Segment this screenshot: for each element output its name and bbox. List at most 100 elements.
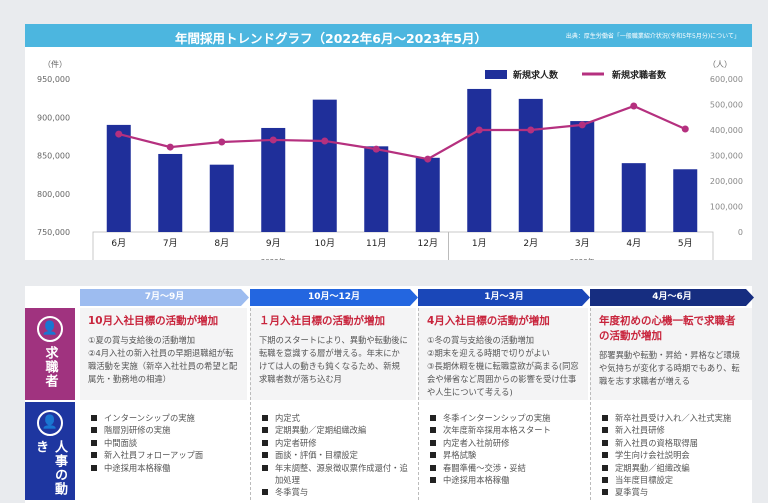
bar-3	[261, 127, 286, 232]
phase-arrow: 10月〜12月	[250, 289, 418, 306]
x-tick-label: 9月	[266, 238, 281, 249]
left-tick: 950,000	[37, 75, 70, 84]
phase-arrow: 7月〜9月	[80, 289, 249, 306]
chart-source: 出典：厚生労働省「一般職業紹介状況(令和5年5月分)について」	[565, 33, 740, 40]
bar-2	[209, 164, 234, 232]
bar-0	[106, 124, 131, 232]
seeker-cell: 4月入社目標の活動が増加 ①冬の賞与支給後の活動増加 ②期末を迎える時期で切りがよ…	[418, 308, 588, 400]
seeker-body: ①冬の賞与支給後の活動増加 ②期末を迎える時期で切りがよい ③長期休暇を機に転職…	[427, 335, 579, 397]
seeker-cell: １月入社目標の活動が増加下期のスタートにより、異動や転動後に転職を意識する層が増…	[250, 308, 416, 400]
trend-chart: （件） （人） 950,000 900,000 850,000 800,000 750,00…	[37, 59, 743, 260]
bar-6	[415, 157, 440, 232]
legend-bar-label: 新規求人数	[513, 69, 559, 81]
hr-list-item: 中途採用本格稼働	[88, 462, 239, 474]
seeker-cell: 10月入社目標の活動が増加 ①夏の賞与支給後の活動増加 ②4月入社の新入社員の早期…	[80, 308, 247, 400]
hr-list-item: 新卒社員受け入れ／入社式実施	[599, 412, 744, 424]
left-tick: 800,000	[37, 190, 70, 199]
x-axis-box	[92, 231, 714, 260]
x-tick-label: 4月	[626, 238, 641, 249]
right-tick: 500,000	[710, 101, 743, 110]
x-tick-label: 6月	[111, 238, 126, 249]
bar-8	[518, 98, 543, 232]
hr-cell: 新卒社員受け入れ／入社式実施 新入社員研修 新入社員の資格取得届 学生向け会社説明会定…	[590, 402, 752, 500]
right-tick: 300,000	[710, 152, 743, 161]
row-label-seekers: 👤 求職者	[25, 308, 75, 400]
line-point-5	[372, 145, 380, 153]
bar-9	[570, 121, 595, 232]
left-axis-unit: （件）	[43, 59, 67, 69]
hr-list-item: 内定者入社前研修	[427, 437, 580, 449]
row-label-text: 人事の動き	[33, 440, 67, 496]
hr-list: 内定式 定期異動／定期組織改編 内定者研修 面談・評価・目標設定 年末調整、源泉徴収票作…	[259, 412, 408, 499]
right-axis-unit: （人）	[708, 60, 732, 69]
schedule-table: 7月〜9月 10月〜12月 1月〜3月 4月〜6月 👤 求職者 👤 人事の動き 10月入社目標の…	[25, 286, 752, 503]
line-point-2	[218, 138, 226, 146]
hr-list-item: 新入社員フォローアップ面	[88, 449, 239, 461]
seeker-cell: 年度初めの心機一転で求職者の活動が増加 部署異動や転勤・昇給・昇格など環境や気持ち…	[590, 308, 752, 400]
hr-list: 冬季インターンシップの実施 次年度新卒採用本格スタート 内定者入社前研修 昇格試験 春闘…	[427, 412, 580, 486]
line-point-4	[321, 137, 329, 145]
hr-list-item: 定期異動／組織改編	[599, 462, 744, 474]
bar-10	[621, 163, 646, 232]
line-point-1	[166, 143, 174, 151]
line-point-6	[424, 155, 432, 163]
year-label: 2023年	[570, 257, 595, 260]
x-tick-label: 11月	[366, 238, 386, 249]
x-tick-label: 8月	[214, 238, 229, 249]
x-tick-label: 7月	[163, 238, 178, 249]
right-tick: 600,000	[710, 75, 743, 84]
line-point-3	[269, 136, 277, 144]
hr-list-item: 冬季インターンシップの実施	[427, 412, 580, 424]
row-label-hr: 👤 人事の動き	[25, 402, 75, 500]
bar-5	[364, 146, 389, 232]
seeker-body: 下期のスタートにより、異動や転動後に転職を意識する層が増える。年末にかけては人の…	[259, 335, 408, 384]
hr-list-item: 夏季賞与	[599, 486, 744, 498]
seeker-body: ①夏の賞与支給後の活動増加 ②4月入社の新入社員の早期退職組が転職活動を実施（新…	[88, 335, 238, 384]
hr-cell: 冬季インターンシップの実施 次年度新卒採用本格スタート 内定者入社前研修 昇格試験 春闘…	[418, 402, 588, 500]
right-tick: 100,000	[710, 203, 743, 212]
hr-list-item: 内定式	[259, 412, 408, 424]
line-point-11	[681, 125, 689, 133]
hr-list-item: 冬季賞与	[259, 486, 408, 498]
hr-list: 新卒社員受け入れ／入社式実施 新入社員研修 新入社員の資格取得届 学生向け会社説明会定…	[599, 412, 744, 499]
bar-7	[467, 88, 492, 232]
hr-list-item: 春闘準備〜交渉・妥結	[427, 462, 580, 474]
hr-list-item: 次年度新卒採用本格スタート	[427, 424, 580, 436]
hr-list-item: 内定者研修	[259, 437, 408, 449]
left-tick: 850,000	[37, 152, 70, 161]
hr-list-item: 年末調整、源泉徴収票作成還付・追加処理	[259, 462, 408, 487]
x-tick-label: 1月	[472, 238, 487, 249]
seeker-heading: １月入社目標の活動が増加	[259, 315, 385, 327]
hr-list-item: 当年度目標設定	[599, 474, 744, 486]
hr-list-item: インターンシップの実施	[88, 412, 239, 424]
bar-11	[673, 169, 698, 232]
phase-arrow: 1月〜3月	[418, 289, 590, 306]
seeker-heading: 年度初めの心機一転で求職者の活動が増加	[599, 315, 736, 342]
line-point-0	[115, 130, 123, 138]
hr-list-item: 新入社員の資格取得届	[599, 437, 744, 449]
x-tick-label: 3月	[575, 238, 590, 249]
left-tick: 750,000	[37, 228, 70, 237]
phase-arrow: 4月〜6月	[590, 289, 754, 306]
staff-icon: 👤	[37, 410, 63, 436]
hr-list-item: 中間面談	[88, 437, 239, 449]
hr-list-item: 階層別研修の実施	[88, 424, 239, 436]
hr-list-item: 中途採用本格稼働	[427, 474, 580, 486]
chart-card: 年間採用トレンドグラフ（2022年6月〜2023年5月） 出典：厚生労働省「一般…	[25, 24, 752, 260]
x-tick-label: 5月	[678, 238, 693, 249]
x-tick-label: 12月	[418, 238, 438, 249]
line-series	[118, 104, 686, 161]
bar-1	[158, 153, 183, 232]
right-tick: 0	[738, 228, 743, 237]
person-icon: 👤	[37, 316, 63, 342]
hr-cell: 内定式 定期異動／定期組織改編 内定者研修 面談・評価・目標設定 年末調整、源泉徴収票作…	[250, 402, 416, 500]
x-tick-label: 2月	[523, 238, 538, 249]
line-point-7	[475, 126, 483, 134]
x-tick-label: 10月	[315, 238, 335, 249]
seeker-heading: 4月入社目標の活動が増加	[427, 315, 550, 327]
legend-line-label: 新規求職者数	[612, 69, 667, 81]
hr-list: インターンシップの実施 階層別研修の実施 中間面談 新入社員フォローアップ面 中途採用本…	[88, 412, 239, 474]
year-label: 2022年	[261, 257, 286, 260]
line-point-10	[630, 102, 638, 110]
hr-list-item: 昇格試験	[427, 449, 580, 461]
